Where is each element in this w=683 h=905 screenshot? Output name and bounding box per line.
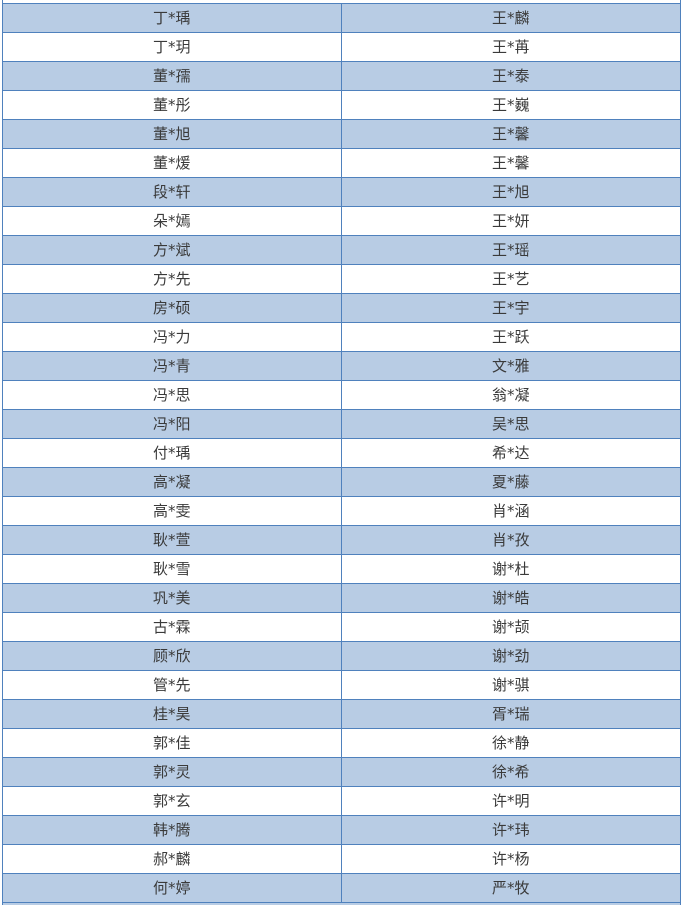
name-cell-left: 郭*灵 <box>3 758 342 786</box>
table-row: 冯*力 王*跃 <box>3 323 680 352</box>
name-cell-left: 段*轩 <box>3 178 342 206</box>
table-row: 方*斌 王*瑶 <box>3 236 680 265</box>
name-cell-left: 董*旭 <box>3 120 342 148</box>
table-row: 房*硕 王*宇 <box>3 294 680 323</box>
name-cell-left: 桂*昊 <box>3 700 342 728</box>
name-cell-right: 王*苒 <box>491 38 530 56</box>
name-cell-left: 董*煖 <box>3 149 342 177</box>
name-cell-left: 巩*美 <box>3 584 342 612</box>
name-cell-right: 王*跃 <box>491 328 530 346</box>
table-row: 顾*欣 谢*劲 <box>3 642 680 671</box>
table-row: 朵*嫣 王*妍 <box>3 207 680 236</box>
name-cell-left: 冯*青 <box>3 352 342 380</box>
name-cell-left: 房*硕 <box>3 294 342 322</box>
name-cell-left: 顾*欣 <box>3 642 342 670</box>
name-cell-left: 高*雯 <box>3 497 342 525</box>
name-cell-left: 方*斌 <box>3 236 342 264</box>
name-cell-right: 夏*藤 <box>491 473 530 491</box>
name-cell-right: 徐*静 <box>491 734 530 752</box>
table-row: 管*先 谢*骐 <box>3 671 680 700</box>
name-cell-left: 董*彤 <box>3 91 342 119</box>
name-cell-left: 冯*力 <box>3 323 342 351</box>
name-cell-right: 希*达 <box>491 444 530 462</box>
table-row: 董*旭 王*馨 <box>3 120 680 149</box>
name-cell-left: 耿*萱 <box>3 526 342 554</box>
name-cell-right: 王*麟 <box>491 9 530 27</box>
name-cell-right: 肖*涵 <box>491 502 530 520</box>
name-cell-left: 丁*玥 <box>3 33 342 61</box>
table-row: 古*霖 谢*颉 <box>3 613 680 642</box>
table-row: 丁*瑀 王*麟 <box>3 4 680 33</box>
table-row: 付*瑀 希*达 <box>3 439 680 468</box>
table-rows-container: 丁*瑀 王*麟 丁*玥 王*苒 董*孺 王*泰 董*彤 王*巍 董*旭 王*馨 董*煖 王*馨 段*轩王… <box>3 4 680 903</box>
table-row: 耿*萱 肖*孜 <box>3 526 680 555</box>
table-row: 郝*麟 许*杨 <box>3 845 680 874</box>
name-cell-right: 王*艺 <box>491 270 530 288</box>
table-row: 郭*玄 许*明 <box>3 787 680 816</box>
name-cell-left: 郝*麟 <box>3 845 342 873</box>
name-cell-right: 许*玮 <box>491 821 530 839</box>
name-cell-left: 付*瑀 <box>3 439 342 467</box>
table-row: 冯*思 翁*凝 <box>3 381 680 410</box>
name-cell-right: 翁*凝 <box>491 386 530 404</box>
name-cell-left: 管*先 <box>3 671 342 699</box>
table-row: 冯*阳 吴*思 <box>3 410 680 439</box>
clipped-row-bottom <box>3 903 680 905</box>
name-cell-left: 郭*佳 <box>3 729 342 757</box>
name-cell-right: 王*旭 <box>491 183 530 201</box>
table-row: 高*雯 肖*涵 <box>3 497 680 526</box>
table-row: 高*凝 夏*藤 <box>3 468 680 497</box>
name-cell-left: 董*孺 <box>3 62 342 90</box>
name-cell-right: 王*宇 <box>491 299 530 317</box>
name-cell-right: 胥*瑞 <box>491 705 530 723</box>
table-row: 郭*灵 徐*希 <box>3 758 680 787</box>
name-cell-right: 王*馨 <box>491 125 530 143</box>
name-cell-right: 谢*劲 <box>491 647 530 665</box>
name-cell-left: 古*霖 <box>3 613 342 641</box>
name-cell-left: 冯*思 <box>3 381 342 409</box>
table-row: 冯*青 文*雅 <box>3 352 680 381</box>
name-cell-right: 谢*骐 <box>491 676 530 694</box>
name-cell-left: 高*凝 <box>3 468 342 496</box>
name-cell-left: 冯*阳 <box>3 410 342 438</box>
name-cell-left: 耿*雪 <box>3 555 342 583</box>
name-cell-right: 王*妍 <box>491 212 530 230</box>
name-cell-left: 朵*嫣 <box>3 207 342 235</box>
table-row: 丁*玥 王*苒 <box>3 33 680 62</box>
table-row: 段*轩 王*旭 <box>3 178 680 207</box>
table-row: 巩*美 谢*皓 <box>3 584 680 613</box>
table-row: 耿*雪 谢*杜 <box>3 555 680 584</box>
name-cell-left: 方*先 <box>3 265 342 293</box>
table-row: 董*煖 王*馨 <box>3 149 680 178</box>
name-cell-right: 徐*希 <box>491 763 530 781</box>
name-cell-right: 王*巍 <box>491 96 530 114</box>
table-row: 董*孺 王*泰 <box>3 62 680 91</box>
name-cell-right: 谢*杜 <box>491 560 530 578</box>
name-cell-right: 肖*孜 <box>491 531 530 549</box>
name-cell-right: 王*馨 <box>491 154 530 172</box>
table-row: 郭*佳 徐*静 <box>3 729 680 758</box>
clipped-row-top <box>3 0 680 4</box>
table-row: 何*婷 严*牧 <box>3 874 680 903</box>
table-row: 桂*昊 胥*瑞 <box>3 700 680 729</box>
name-cell-right: 王*瑶 <box>491 241 530 259</box>
name-cell-left: 郭*玄 <box>3 787 342 815</box>
name-cell-left: 丁*瑀 <box>3 4 342 32</box>
name-cell-left: 何*婷 <box>3 874 342 902</box>
name-cell-left: 韩*腾 <box>3 816 342 844</box>
name-cell-right: 吴*思 <box>491 415 530 433</box>
table-row: 方*先 王*艺 <box>3 265 680 294</box>
name-cell-right: 谢*皓 <box>491 589 530 607</box>
name-cell-right: 文*雅 <box>491 357 530 375</box>
name-cell-right: 严*牧 <box>491 879 530 897</box>
name-cell-right: 许*杨 <box>491 850 530 868</box>
name-cell-right: 王*泰 <box>491 67 530 85</box>
table-row: 韩*腾 许*玮 <box>3 816 680 845</box>
table-row: 董*彤 王*巍 <box>3 91 680 120</box>
name-cell-right: 谢*颉 <box>491 618 530 636</box>
name-cell-right: 许*明 <box>491 792 530 810</box>
